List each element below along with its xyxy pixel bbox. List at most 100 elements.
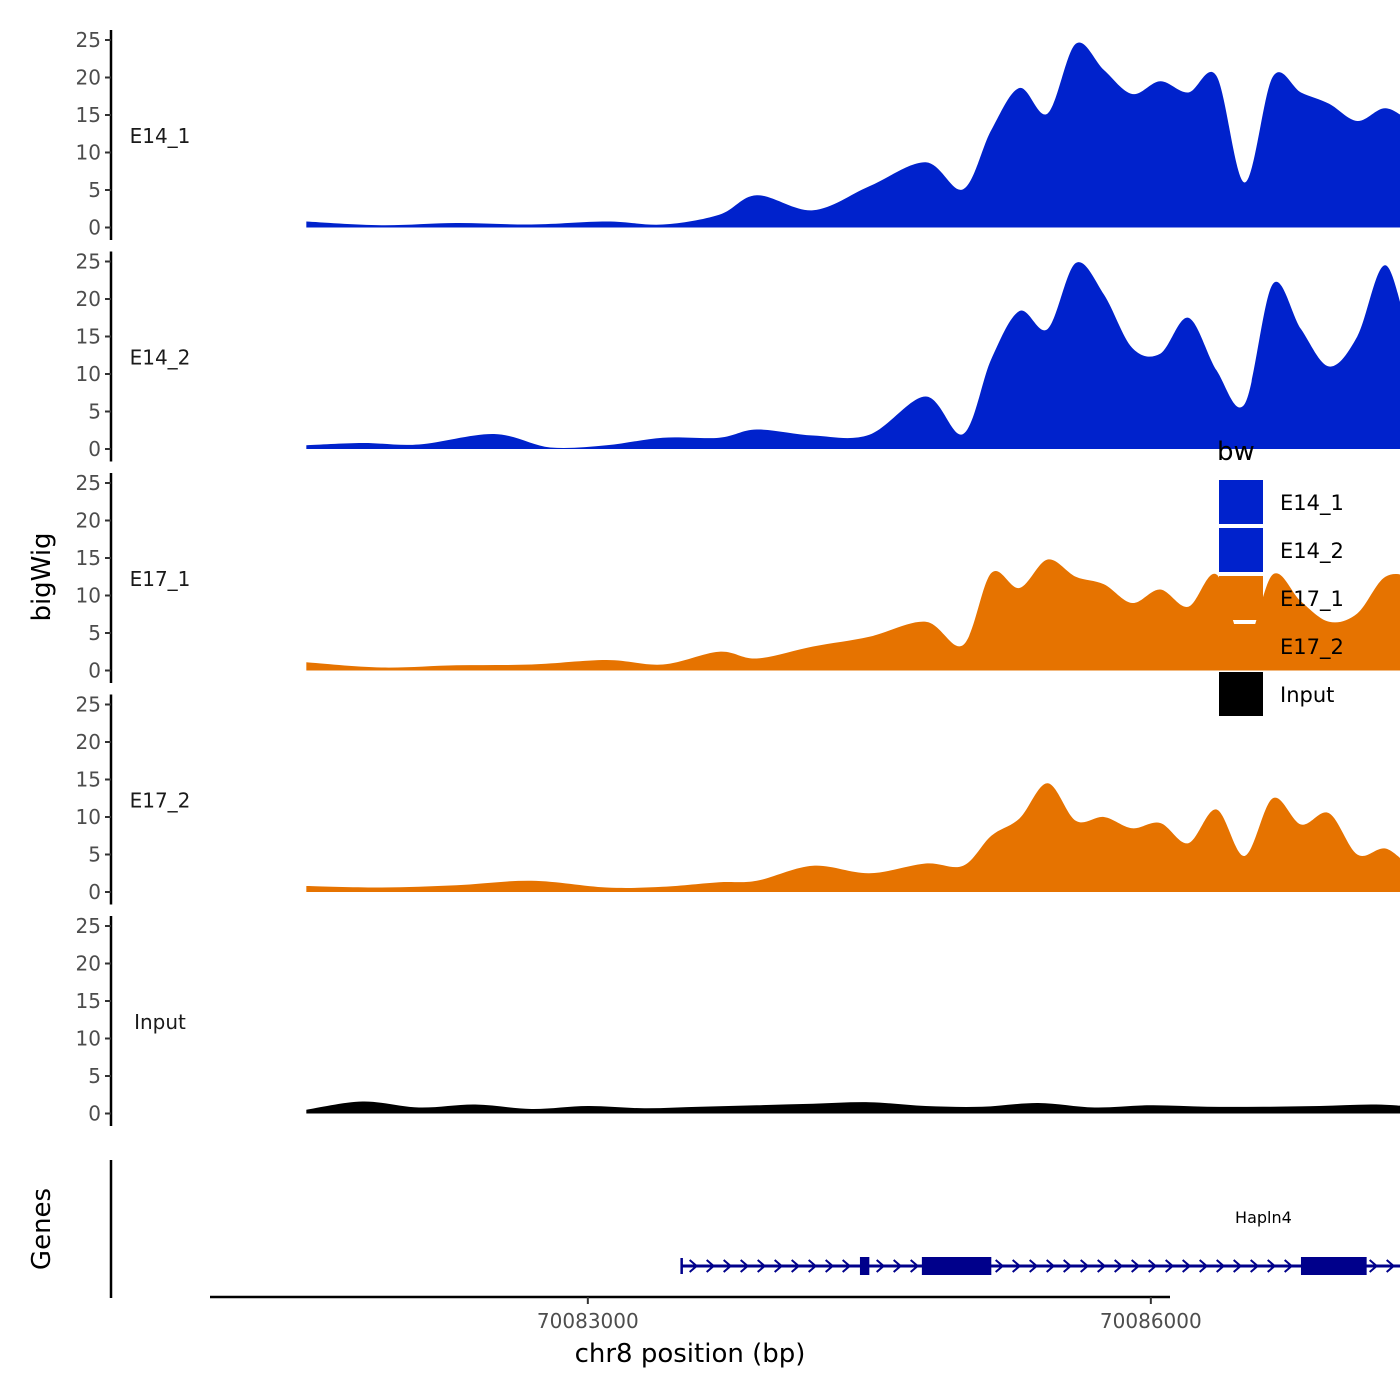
y-tick-label: 20 (76, 287, 101, 311)
strand-arrow (808, 1259, 818, 1273)
facet-label-E14_1: E14_1 (130, 124, 191, 148)
strand-arrow (1012, 1259, 1022, 1273)
y-tick-label: 20 (76, 66, 101, 90)
exon-2 (921, 1257, 992, 1275)
strand-arrow (1063, 1259, 1073, 1273)
area-E14_2 (306, 262, 1400, 449)
strand-arrow (1029, 1259, 1039, 1273)
y-tick-label: 0 (88, 659, 101, 683)
strand-arrow (740, 1259, 750, 1273)
strand-arrow (842, 1259, 852, 1273)
track-panels: 0 5 10 15 20 25 E14_1 0 5 10 15 20 25 E14_2 0 5 10 15 20 25… (76, 28, 1400, 1126)
legend-key-E14_1 (1219, 480, 1263, 524)
facet-label-E17_2: E17_2 (130, 789, 191, 813)
legend-label-E14_1: E14_1 (1280, 491, 1344, 516)
y-tick-label: 20 (76, 509, 101, 533)
y-axis-title: bigWig (27, 532, 57, 621)
y-tick-label: 10 (76, 362, 101, 386)
exon-3 (1300, 1257, 1367, 1275)
x-tick-label: 70083000 (537, 1309, 639, 1333)
strand-arrow (1148, 1259, 1158, 1273)
x-axis: 700830007008600070089000 (210, 1295, 1202, 1333)
strand-arrow (910, 1259, 920, 1273)
legend-label-E14_2: E14_2 (1280, 539, 1344, 564)
y-tick-label: 5 (88, 1064, 101, 1088)
strand-arrow (1080, 1259, 1090, 1273)
strand-arrow (876, 1259, 886, 1273)
y-tick-label: 25 (76, 693, 101, 717)
y-tick-label: 10 (76, 584, 101, 608)
facet-label-E14_2: E14_2 (130, 346, 191, 370)
strand-arrow (1114, 1259, 1124, 1273)
strand-arrow (1131, 1259, 1141, 1273)
strand-arrow (1284, 1259, 1294, 1273)
strand-arrow (1216, 1259, 1226, 1273)
y-tick-label: 5 (88, 178, 101, 202)
strand-arrow (1267, 1259, 1277, 1273)
y-tick-label: 25 (76, 914, 101, 938)
area-E17_2 (306, 783, 1400, 892)
area-Input (306, 1101, 1400, 1114)
strand-arrow (1386, 1259, 1396, 1273)
legend-label-Input: Input (1280, 683, 1334, 707)
strand-arrow (1199, 1259, 1209, 1273)
x-axis-title: chr8 position (bp) (575, 1339, 806, 1369)
strand-arrow (774, 1259, 784, 1273)
gene-panel: Hapln4 (109, 1160, 1400, 1298)
y-tick-label: 5 (88, 843, 101, 867)
strand-arrow (706, 1259, 716, 1273)
strand-arrow (1369, 1259, 1379, 1273)
y-tick-label: 15 (76, 325, 101, 349)
panel-E17_2: 0 5 10 15 20 25 E17_2 (76, 693, 1400, 905)
strand-arrow (791, 1259, 801, 1273)
y-tick-label: 5 (88, 400, 101, 424)
y-tick-label: 20 (76, 952, 101, 976)
strand-arrow (689, 1259, 699, 1273)
panel-E14_1: 0 5 10 15 20 25 E14_1 (76, 28, 1400, 240)
facet-label-E17_1: E17_1 (130, 567, 191, 591)
exon-1 (859, 1257, 870, 1275)
y-tick-label: 25 (76, 471, 101, 495)
y-tick-label: 10 (76, 805, 101, 829)
x-tick-label: 70086000 (1100, 1309, 1202, 1333)
y-tick-label: 0 (88, 437, 101, 461)
y-tick-label: 15 (76, 989, 101, 1013)
strand-arrow (893, 1259, 903, 1273)
legend-key-E14_2 (1219, 528, 1263, 572)
panel-E17_1: 0 5 10 15 20 25 E17_1 (76, 471, 1400, 683)
strand-arrow (825, 1259, 835, 1273)
y-tick-label: 15 (76, 768, 101, 792)
strand-arrow (995, 1259, 1005, 1273)
y-tick-label: 10 (76, 141, 101, 165)
y-tick-label: 0 (88, 880, 101, 904)
panel-Input: 0 5 10 15 20 25 Input (76, 914, 1400, 1126)
strand-arrow (1250, 1259, 1260, 1273)
strand-arrow (1182, 1259, 1192, 1273)
facet-label-Input: Input (134, 1010, 186, 1034)
legend-title: bw (1217, 437, 1255, 467)
y-tick-label: 15 (76, 103, 101, 127)
y-tick-label: 15 (76, 546, 101, 570)
strand-arrow (757, 1259, 767, 1273)
gene-label: Hapln4 (1235, 1208, 1292, 1227)
legend-key-Input (1219, 672, 1263, 716)
y-tick-label: 0 (88, 1102, 101, 1126)
y-tick-label: 25 (76, 28, 101, 52)
strand-arrow (1046, 1259, 1056, 1273)
legend-label-E17_1: E17_1 (1280, 587, 1344, 612)
panel-E14_2: 0 5 10 15 20 25 E14_2 (76, 250, 1400, 462)
strand-arrow (723, 1259, 733, 1273)
genes-axis-title: Genes (27, 1188, 57, 1270)
strand-arrow (1233, 1259, 1243, 1273)
y-tick-label: 20 (76, 730, 101, 754)
y-tick-label: 0 (88, 216, 101, 240)
legend-label-E17_2: E17_2 (1280, 635, 1344, 660)
legend-key-E17_2 (1219, 624, 1263, 668)
area-E17_1 (306, 559, 1400, 671)
legend: bw E14_1 E14_2 E17_1 E17_2 Input (1217, 437, 1344, 716)
strand-arrow (1165, 1259, 1175, 1273)
area-E14_1 (306, 42, 1400, 228)
legend-key-E17_1 (1219, 576, 1263, 620)
y-tick-label: 5 (88, 621, 101, 645)
